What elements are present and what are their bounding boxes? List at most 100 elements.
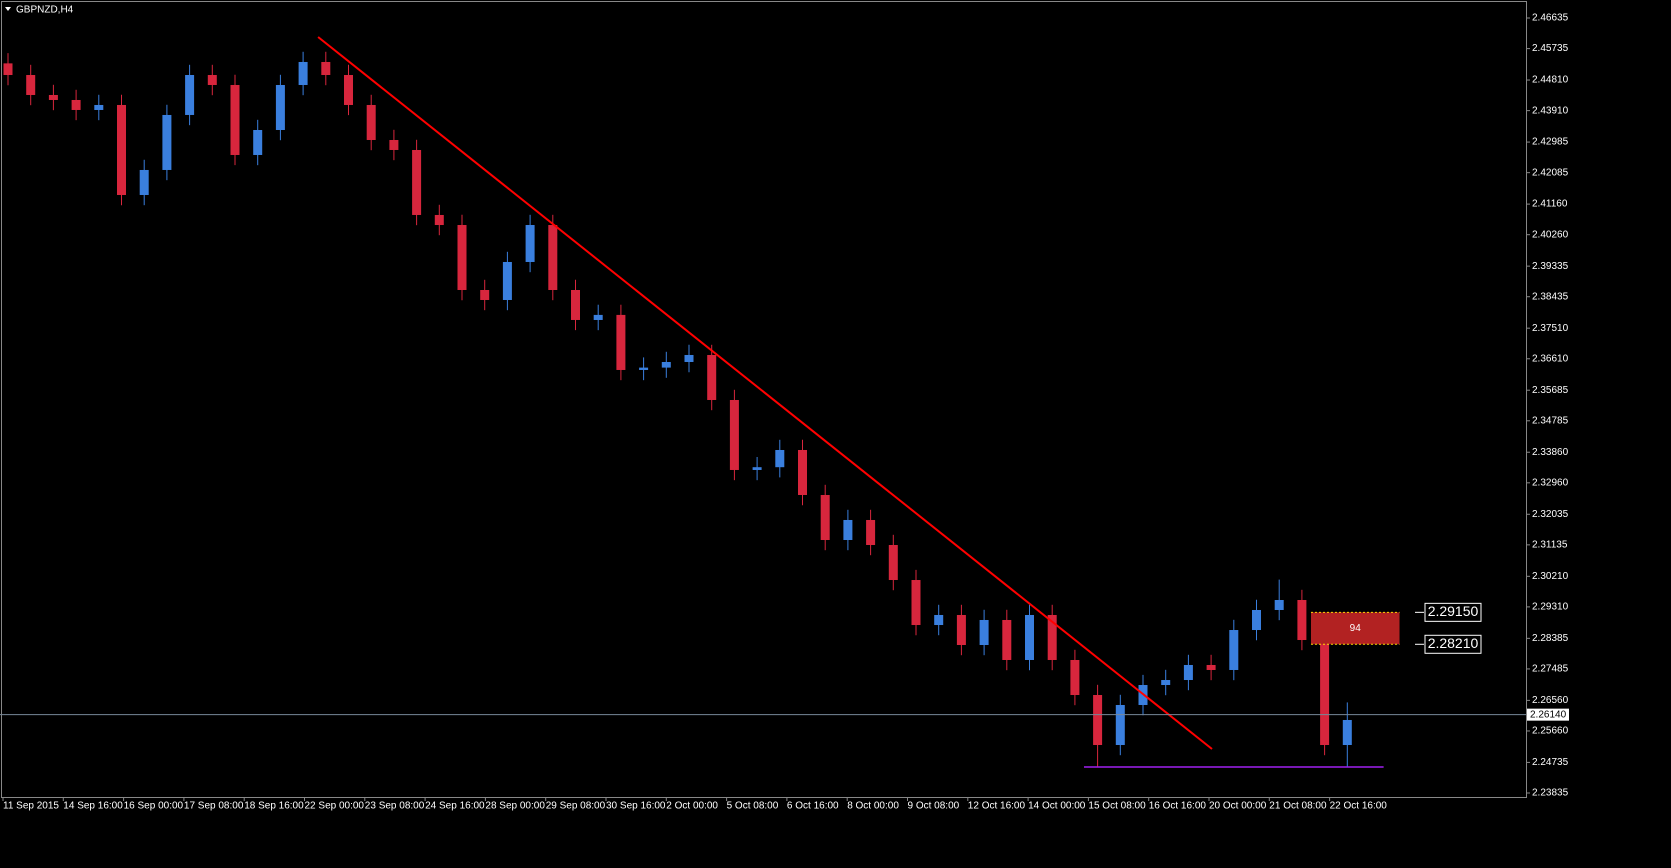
- y-tick-label: 2.39335: [1532, 261, 1569, 272]
- candle-body: [775, 449, 785, 468]
- x-tick-label: 5 Oct 08:00: [727, 801, 779, 812]
- candle-body: [48, 94, 58, 100]
- y-tick-label: 2.42985: [1532, 137, 1569, 148]
- y-tick-label: 2.36610: [1532, 353, 1569, 364]
- x-tick-label: 22 Oct 16:00: [1330, 801, 1388, 812]
- x-tick-label: 16 Oct 16:00: [1149, 801, 1207, 812]
- candle-body: [1093, 695, 1103, 746]
- candle-body: [366, 104, 376, 140]
- y-tick-label: 2.41160: [1532, 199, 1568, 210]
- x-tick-label: 11 Sep 2015: [3, 801, 59, 812]
- candle-body: [1229, 630, 1239, 670]
- y-tick-label: 2.31135: [1532, 540, 1568, 551]
- candle-body: [1183, 664, 1193, 681]
- candle-body: [139, 169, 149, 195]
- x-tick-label: 21 Oct 08:00: [1269, 801, 1327, 812]
- y-tick-label: 2.25660: [1532, 726, 1569, 737]
- y-tick-label: 2.44810: [1532, 75, 1569, 86]
- x-tick-label: 30 Sep 16:00: [606, 801, 666, 812]
- level-label: 2.28210: [1428, 635, 1479, 651]
- candle-body: [1297, 599, 1307, 641]
- x-tick-label: 18 Sep 16:00: [244, 801, 304, 812]
- y-tick-label: 2.35685: [1532, 385, 1569, 396]
- x-tick-label: 2 Oct 00:00: [666, 801, 718, 812]
- x-tick-label: 28 Sep 00:00: [485, 801, 545, 812]
- y-tick-label: 2.33860: [1532, 447, 1569, 458]
- y-tick-label: 2.40260: [1532, 229, 1569, 240]
- trendline: [317, 36, 1213, 750]
- candle-body: [798, 449, 807, 495]
- current-price-label: 2.26140: [1530, 709, 1567, 720]
- level-box: [1424, 602, 1482, 622]
- candle-body: [26, 75, 36, 95]
- candle-body: [502, 261, 512, 300]
- y-tick-label: 2.32960: [1532, 477, 1569, 488]
- candle-body: [1161, 680, 1171, 686]
- y-tick-label: 2.23835: [1532, 788, 1569, 799]
- candle-body: [1206, 664, 1216, 670]
- candle-body: [389, 139, 399, 150]
- candle-body: [888, 545, 898, 581]
- candle-body: [457, 225, 467, 290]
- y-tick-label: 2.32035: [1532, 509, 1569, 520]
- candle-body: [843, 519, 853, 541]
- y-tick-label: 2.43910: [1532, 105, 1569, 116]
- x-tick-label: 22 Sep 00:00: [305, 801, 365, 812]
- zone-pips: 94: [1350, 623, 1362, 634]
- candle-body: [253, 130, 263, 155]
- candle-body: [230, 84, 240, 155]
- candle-body: [979, 619, 989, 646]
- x-tick-label: 14 Oct 00:00: [1028, 801, 1086, 812]
- candle-body: [1342, 719, 1352, 746]
- candle-body: [94, 104, 104, 110]
- x-tick-label: 20 Oct 00:00: [1209, 801, 1267, 812]
- candle-body: [207, 75, 217, 85]
- candle-body: [866, 519, 876, 545]
- candle-body: [1070, 659, 1080, 696]
- candle-body: [298, 61, 308, 85]
- y-tick-label: 2.34785: [1532, 415, 1569, 426]
- candle-body: [117, 104, 126, 195]
- y-tick-label: 2.29310: [1532, 602, 1569, 613]
- candle-body: [593, 314, 603, 320]
- y-tick-label: 2.26560: [1532, 695, 1569, 706]
- candle-body: [321, 61, 331, 76]
- candle-body: [616, 314, 626, 370]
- candle-body: [1320, 640, 1330, 746]
- x-tick-label: 9 Oct 08:00: [908, 801, 960, 812]
- x-tick-label: 24 Sep 16:00: [425, 801, 485, 812]
- candle-body: [956, 614, 966, 646]
- candle-body: [1252, 609, 1261, 631]
- candle-body: [275, 84, 285, 131]
- x-tick-label: 23 Sep 08:00: [365, 801, 425, 812]
- candle-body: [162, 114, 172, 170]
- candle-body: [3, 63, 13, 76]
- candle-body: [729, 399, 739, 470]
- candle-body: [1115, 704, 1125, 746]
- x-tick-label: 12 Oct 16:00: [968, 801, 1026, 812]
- candle-body: [639, 367, 649, 370]
- candle-body: [525, 225, 535, 262]
- y-tick-label: 2.28385: [1532, 633, 1569, 644]
- candle-body: [71, 99, 81, 110]
- candle-body: [412, 149, 422, 215]
- x-tick-label: 15 Oct 08:00: [1088, 801, 1146, 812]
- x-tick-label: 29 Sep 08:00: [546, 801, 606, 812]
- current-price-box: [1527, 708, 1569, 721]
- x-tick-label: 8 Oct 00:00: [847, 801, 899, 812]
- candle-body: [1047, 614, 1057, 660]
- y-tick-label: 2.37510: [1532, 323, 1569, 334]
- candle-body: [820, 494, 830, 541]
- x-tick-label: 14 Sep 16:00: [63, 801, 123, 812]
- y-tick-label: 2.27485: [1532, 664, 1569, 675]
- candle-body: [752, 467, 762, 470]
- candle-body: [911, 580, 921, 626]
- y-tick-label: 2.38435: [1532, 291, 1569, 302]
- candle-body: [1274, 599, 1284, 610]
- candle-body: [661, 361, 671, 368]
- y-tick-label: 2.46635: [1532, 13, 1569, 24]
- candle-body: [434, 214, 444, 226]
